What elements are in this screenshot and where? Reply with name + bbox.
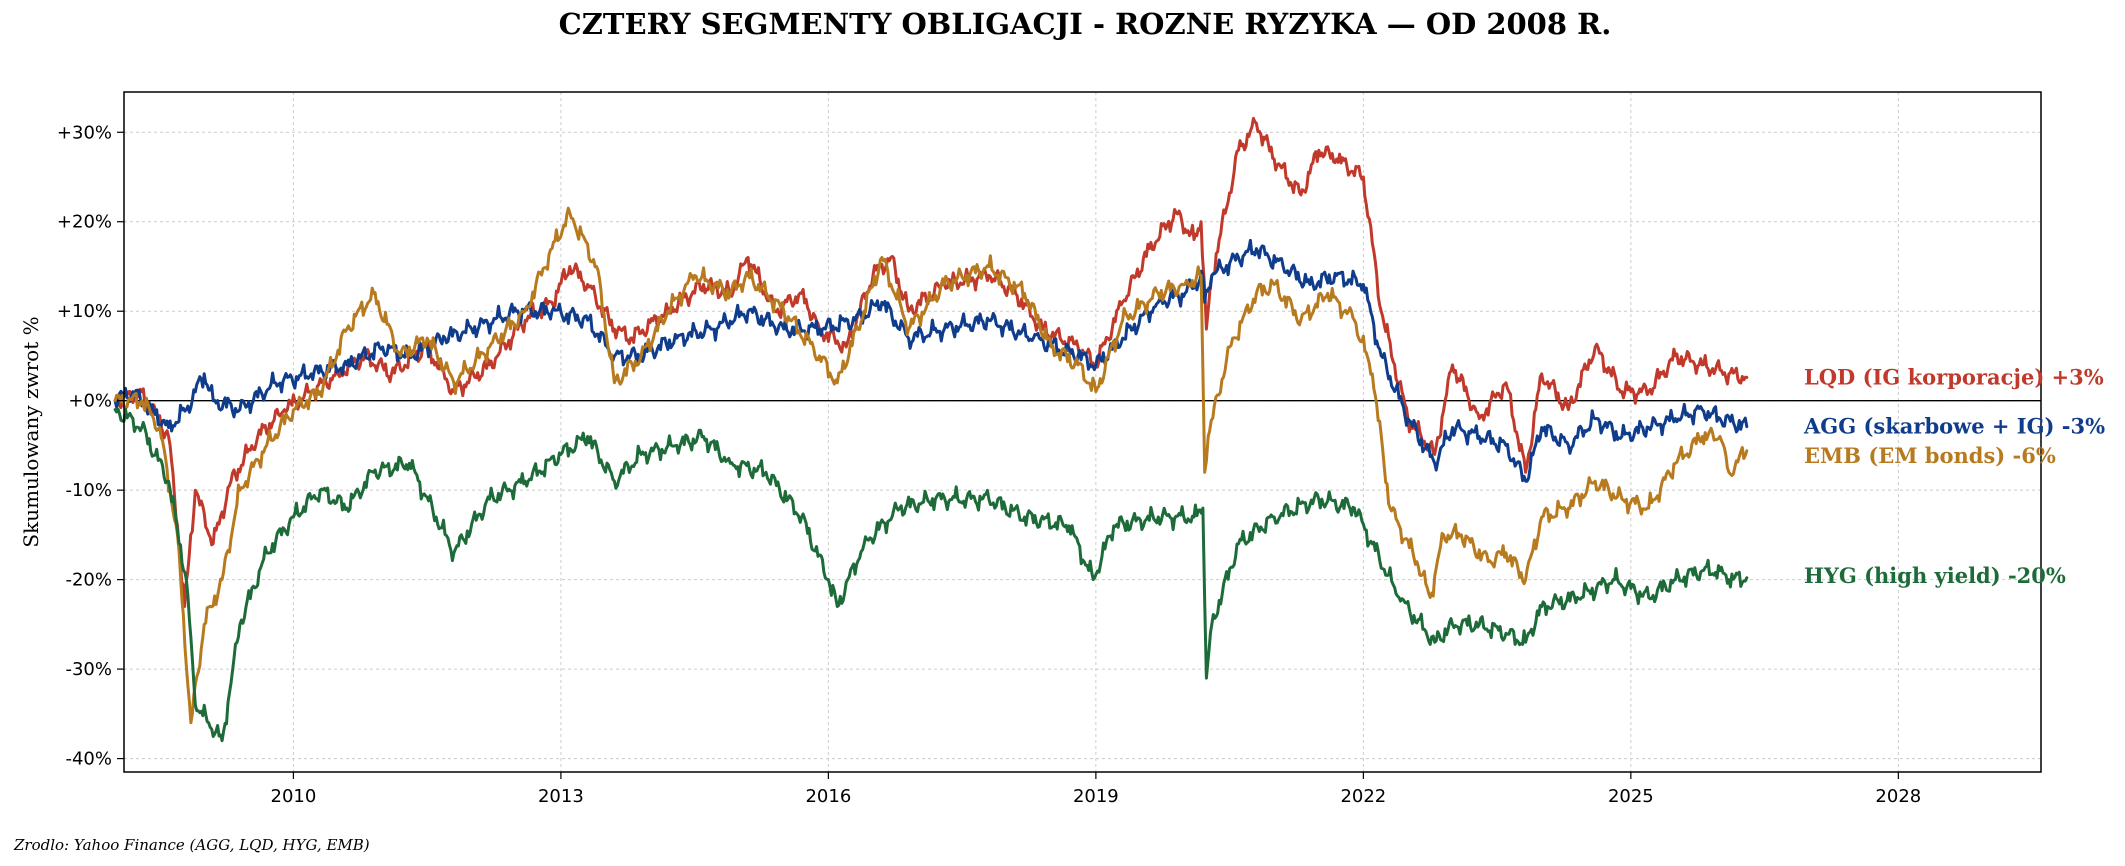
x-tick-label: 2016 (805, 786, 851, 807)
series-line-hyg (113, 407, 1749, 743)
y-tick-label: -20% (65, 570, 112, 591)
y-tick-label: +10% (57, 301, 112, 322)
x-axis-ticks: 2010 2013 2016 2019 2022 2025 2028 (271, 772, 1921, 807)
series-label-hyg: HYG (high yield) -20% (1804, 563, 2066, 588)
chart-title: CZTERY SEGMENTY OBLIGACJI - ROZNE RYZYKA… (559, 7, 1612, 41)
x-tick-label: 2010 (271, 786, 317, 807)
series-line-lqd (113, 116, 1749, 608)
y-axis-label: Skumulowany zwrot % (19, 316, 43, 547)
y-tick-label: +20% (57, 212, 112, 233)
y-tick-label: -30% (65, 659, 112, 680)
x-tick-label: 2013 (538, 786, 584, 807)
series-end-labels: LQD (IG korporacje) +3% AGG (skarbowe + I… (1803, 364, 2105, 588)
series-line-emb (113, 206, 1749, 725)
series-lines (113, 116, 1749, 743)
x-tick-label: 2028 (1875, 786, 1921, 807)
gridlines (124, 92, 2041, 772)
y-tick-label: -10% (65, 480, 112, 501)
series-label-lqd: LQD (IG korporacje) +3% (1804, 364, 2104, 389)
x-tick-label: 2022 (1340, 786, 1386, 807)
y-tick-label: -40% (65, 749, 112, 770)
series-label-agg: AGG (skarbowe + IG) -3% (1803, 414, 2105, 439)
y-axis-ticks: +30% +20% +10% +0% -10% -20% -30% -40% (57, 122, 124, 770)
plot-frame (123, 91, 2042, 773)
series-label-emb: EMB (EM bonds) -6% (1804, 443, 2056, 468)
series-line-agg (113, 238, 1749, 483)
x-tick-label: 2019 (1073, 786, 1119, 807)
x-tick-label: 2025 (1608, 786, 1654, 807)
y-tick-label: +30% (57, 122, 112, 143)
y-tick-label: +0% (68, 391, 112, 412)
source-note: Zrodlo: Yahoo Finance (AGG, LQD, HYG, EM… (13, 836, 370, 854)
